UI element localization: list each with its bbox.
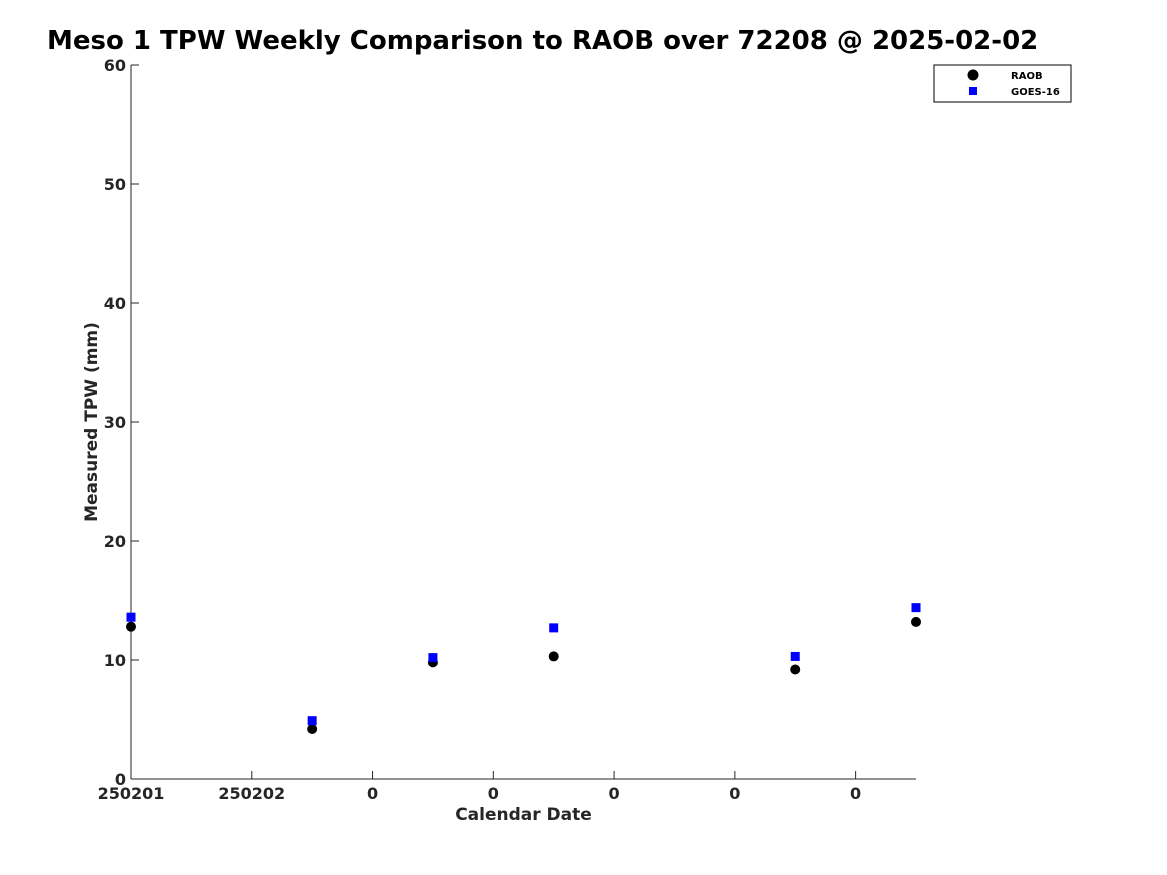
y-tick-label: 20 (104, 532, 126, 551)
legend: RAOB GOES-16 (933, 64, 1072, 103)
x-axis-title: Calendar Date (455, 805, 592, 825)
x-tick-label: 0 (488, 784, 499, 803)
x-tick-label: 0 (367, 784, 378, 803)
x-tick-label: 0 (609, 784, 620, 803)
goes16-point (549, 623, 559, 633)
y-tick-label: 30 (104, 413, 126, 432)
legend-goes16-marker (969, 87, 977, 95)
x-tick-label: 250201 (98, 784, 165, 803)
raob-point (126, 621, 136, 632)
x-tick-label: 250202 (218, 784, 285, 803)
y-tick-label: 40 (104, 294, 126, 313)
legend-raob-marker (967, 69, 979, 81)
x-tick-label: 0 (850, 784, 861, 803)
y-tick-label: 60 (104, 56, 126, 75)
y-tick-label: 50 (104, 175, 126, 194)
goes16-point (126, 612, 136, 622)
raob-point (911, 616, 921, 627)
raob-point (790, 664, 801, 675)
goes16-point (307, 716, 317, 726)
goes16-point (790, 651, 800, 661)
legend-label: RAOB (1011, 71, 1043, 82)
goes16-point (428, 653, 438, 663)
legend-box (933, 64, 1072, 103)
data-points (126, 603, 921, 735)
chart-title: Meso 1 TPW Weekly Comparison to RAOB ove… (47, 26, 1039, 56)
goes16-point (911, 603, 921, 613)
y-tick-label: 0 (115, 770, 126, 789)
raob-point (548, 651, 559, 662)
raob-point (307, 724, 318, 735)
legend-label: GOES-16 (1011, 87, 1060, 98)
x-tick-label: 0 (729, 784, 740, 803)
y-axis-title: Measured TPW (mm) (82, 322, 102, 522)
y-tick-label: 10 (104, 651, 126, 670)
axes: 0 10 20 30 40 50 60 250201 250202 0 0 0 0 0 Calendar D… (82, 56, 916, 825)
